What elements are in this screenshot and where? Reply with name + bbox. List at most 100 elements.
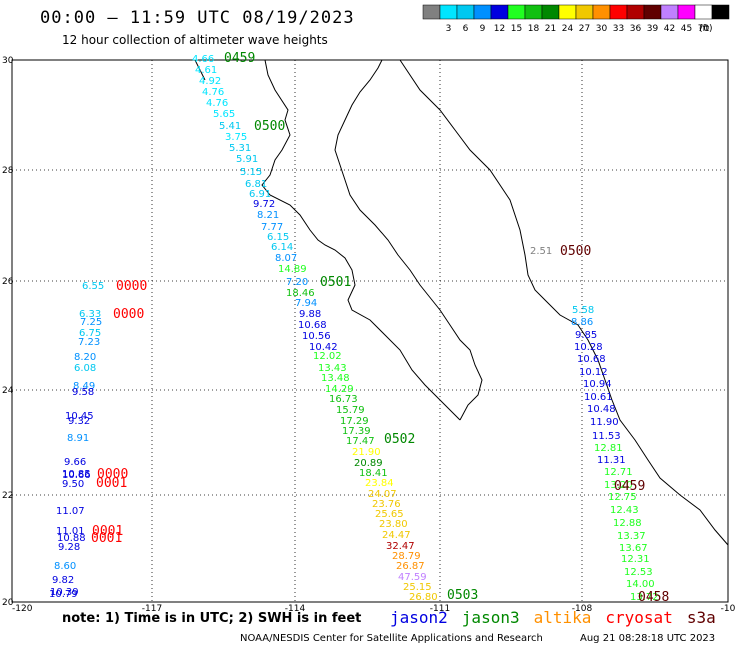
longitude-label: -10	[721, 604, 736, 614]
wave-height-value: 6.15	[267, 232, 289, 243]
wave-height-value: 7.25	[80, 317, 102, 328]
colorbar-bin	[643, 4, 662, 20]
colorbar-bin	[626, 4, 645, 20]
pass-time-label: 0001	[91, 531, 122, 546]
latitude-label: 20	[2, 598, 14, 608]
wave-height-value: 20.89	[354, 458, 383, 469]
wave-height-value: 3.75	[225, 132, 247, 143]
map-title: 00:00 – 11:59 UTC 08/19/2023	[40, 8, 355, 28]
wave-height-value: 10.66	[62, 470, 91, 481]
satellite-s3a: s3a	[686, 608, 716, 627]
wave-height-value: 4.61	[195, 65, 217, 76]
wave-height-value: 14.29	[325, 384, 354, 395]
wave-height-value: 18.41	[359, 468, 388, 479]
wave-height-value: 21.90	[352, 447, 381, 458]
colorbar-bin	[592, 4, 611, 20]
wave-height-value: 23.84	[365, 478, 394, 489]
colorbar-bin	[473, 4, 492, 20]
wave-height-value: 12.53	[624, 567, 653, 578]
wave-height-value: 14.89	[278, 264, 307, 275]
wave-height-value: 6.81	[245, 179, 267, 190]
longitude-label: -117	[142, 604, 162, 614]
colorbar-tick-label: 9	[480, 24, 486, 34]
wave-height-value: 6.14	[271, 242, 293, 253]
wave-height-value: 10.39	[50, 587, 79, 598]
wave-height-value: 4.76	[202, 87, 224, 98]
satellite-jason2: jason2	[390, 608, 448, 627]
wave-height-value: 5.15	[240, 167, 262, 178]
wave-height-value: 15.79	[336, 405, 365, 416]
wave-height-value: 8.91	[67, 433, 89, 444]
colorbar: 3 6 9 12 15 18 21 24 27 30 33 36 39 42 45 70(ft)	[422, 4, 730, 34]
colorbar-bin	[439, 4, 458, 20]
wave-height-value: 11.01	[56, 526, 85, 537]
credit-text: NOAA/NESDIS Center for Satellite Applica…	[240, 633, 543, 644]
colorbar-bin	[507, 4, 526, 20]
pass-time-label: 0000	[113, 307, 144, 322]
plot-border	[11, 59, 729, 603]
wave-height-value: 9.72	[253, 199, 275, 210]
colorbar-tick-label: 36	[630, 24, 642, 34]
pass-time-label: 0500	[254, 119, 285, 134]
wave-height-value: 8.86	[571, 317, 593, 328]
wave-height-value: 10.68	[577, 354, 606, 365]
colorbar-tick-label: 6	[463, 24, 469, 34]
satellite-jason3: jason3	[461, 608, 520, 627]
wave-height-value: 5.41	[219, 121, 241, 132]
wave-height-value: 4.92	[199, 76, 221, 87]
wave-height-value: 10.68	[298, 320, 327, 331]
wave-height-value: 5.58	[572, 305, 594, 316]
wave-height-value: 11.90	[590, 417, 619, 428]
colorbar-unit: (ft)	[699, 24, 713, 34]
map-frame	[11, 59, 729, 603]
wave-height-value: 13.67	[619, 543, 648, 554]
wave-height-value: 14.00	[626, 579, 655, 590]
wave-height-value: 26.80	[409, 592, 438, 603]
wave-height-value: 18.46	[286, 288, 315, 299]
wave-height-value: 13.20	[604, 480, 633, 491]
generated-timestamp: Aug 21 08:28:18 UTC 2023	[580, 633, 716, 644]
wave-height-value: 7.94	[295, 298, 317, 309]
wave-height-value: 8.20	[74, 352, 96, 363]
wave-height-value: 8.60	[54, 561, 76, 572]
wave-height-value: 16.73	[329, 394, 358, 405]
colorbar-tick-label: 70	[698, 24, 710, 34]
wave-height-value: 12.81	[594, 443, 623, 454]
wave-height-value: 9.66	[64, 457, 86, 468]
wave-height-value: 6.55	[82, 281, 104, 292]
wave-height-value: 9.58	[72, 387, 94, 398]
pass-time-label: 0000	[97, 467, 128, 482]
colorbar-bin	[660, 4, 679, 20]
wave-height-value: 12.02	[313, 351, 342, 362]
wave-height-value: 10.45	[65, 411, 94, 422]
colorbar-tick-label: 27	[579, 24, 590, 34]
pass-time-label: 0459	[224, 51, 255, 66]
colorbar-bin	[541, 4, 560, 20]
wave-height-value: 12.43	[610, 505, 639, 516]
wave-height-value: 25.65	[375, 509, 404, 520]
wave-height-value: 13.37	[617, 531, 646, 542]
colorbar-tick-label: 33	[613, 24, 624, 34]
coastline	[194, 59, 729, 546]
wave-height-value: 25.15	[403, 582, 432, 593]
pass-time-label: 0503	[447, 588, 478, 603]
wave-height-value: 5.91	[236, 154, 258, 165]
colorbar-bin	[422, 4, 441, 20]
wave-height-value: 11.53	[592, 431, 621, 442]
pass-time-label: 0501	[320, 275, 351, 290]
pass-time-label: 0502	[384, 432, 415, 447]
pass-time-label: 0001	[96, 476, 127, 491]
wave-height-value: 7.23	[78, 337, 100, 348]
wave-height-value: 8.07	[275, 253, 297, 264]
wave-height-value: 9.85	[575, 330, 597, 341]
satellite-legend: jason2 jason3 altika cryosat s3a	[390, 608, 730, 627]
wave-height-value: 9.28	[58, 542, 80, 553]
colorbar-bin	[711, 4, 730, 20]
colorbar-bin	[575, 4, 594, 20]
us-border-coast	[194, 59, 206, 81]
wave-height-value: 10.12	[579, 367, 608, 378]
colorbar-bin	[524, 4, 543, 20]
colorbar-tick-label: 12	[494, 24, 505, 34]
wave-height-value: 10.42	[309, 342, 338, 353]
wave-height-value: 10.88	[57, 533, 86, 544]
